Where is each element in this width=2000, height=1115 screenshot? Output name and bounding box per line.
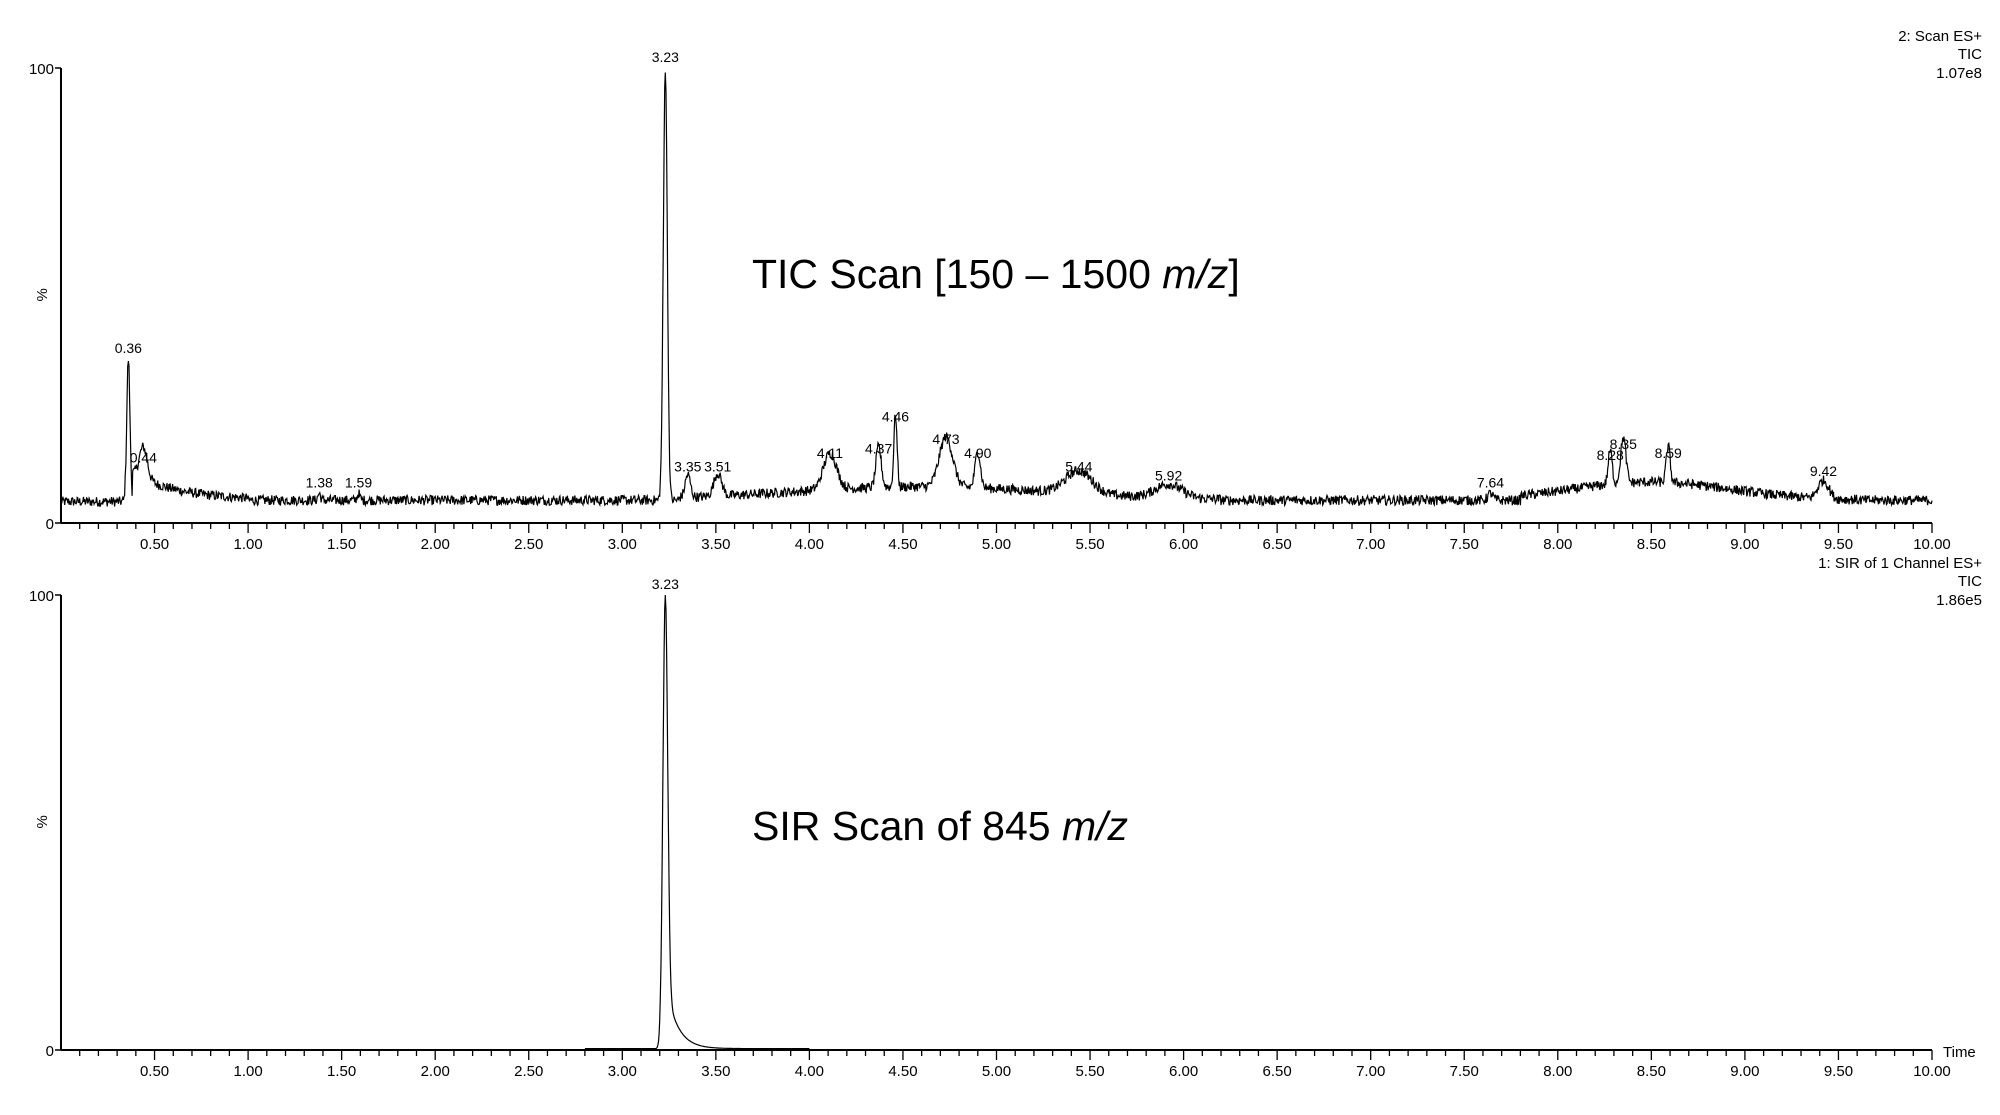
x-tick-label: 5.50	[1075, 536, 1104, 553]
peak-label: 8.28	[1597, 447, 1624, 463]
y-tick-label: 100	[29, 588, 54, 605]
peak-label: 0.44	[130, 449, 157, 465]
x-tick-label: 1.00	[233, 1063, 262, 1080]
panel-header-line-3: 1.07e8	[1936, 65, 1982, 82]
panel-header-line-1: 2: Scan ES+	[1898, 28, 1982, 45]
panel-header-line-3: 1.86e5	[1936, 592, 1982, 609]
x-tick-label: 2.50	[514, 536, 543, 553]
peak-label: 1.59	[345, 474, 372, 490]
x-tick-label: 5.50	[1075, 1063, 1104, 1080]
tic-panel: 2: Scan ES+ TIC 1.07e8 TIC Scan [150 – 1…	[29, 28, 1982, 553]
peak-label: 4.37	[865, 440, 892, 456]
x-tick-label: 8.00	[1543, 536, 1572, 553]
peak-label: 7.64	[1477, 474, 1504, 490]
chromatogram-trace	[60, 72, 1933, 508]
x-tick-label: 1.00	[233, 536, 262, 553]
peak-label: 3.51	[704, 459, 731, 475]
x-tick-label: 7.00	[1356, 1063, 1385, 1080]
x-tick-label: 6.00	[1169, 1063, 1198, 1080]
chromatogram-trace	[584, 594, 810, 1050]
peak-label: 1.38	[306, 474, 333, 490]
x-tick-label: 2.50	[514, 1063, 543, 1080]
peak-label: 9.42	[1810, 463, 1837, 479]
x-tick-label: 9.00	[1730, 536, 1759, 553]
x-tick-label: 4.50	[888, 536, 917, 553]
panel-title: SIR Scan of 845 m/z	[752, 803, 1128, 849]
y-tick-label: 0	[46, 516, 54, 533]
panel-header-line-2: TIC	[1958, 573, 1982, 590]
y-axis-label: %	[34, 288, 51, 301]
x-tick-label: 4.00	[795, 536, 824, 553]
x-tick-label: 2.00	[421, 1063, 450, 1080]
x-tick-label: 0.50	[140, 1063, 169, 1080]
peak-label: 4.90	[964, 445, 991, 461]
x-tick-label: 0.50	[140, 536, 169, 553]
peak-label: 8.59	[1655, 445, 1682, 461]
y-axis-label: %	[34, 815, 51, 828]
y-tick-label: 100	[29, 61, 54, 78]
x-tick-label: 1.50	[327, 1063, 356, 1080]
x-tick-label: 6.00	[1169, 536, 1198, 553]
x-tick-label: 2.00	[421, 536, 450, 553]
x-tick-label: 9.50	[1824, 536, 1853, 553]
x-tick-label: 9.00	[1730, 1063, 1759, 1080]
peak-label: 0.36	[115, 340, 142, 356]
x-tick-label: 10.00	[1913, 1063, 1951, 1080]
peak-label: 4.73	[932, 431, 959, 447]
peak-label: 3.35	[674, 459, 701, 475]
x-tick-label: 7.00	[1356, 536, 1385, 553]
x-tick-label: 5.00	[982, 536, 1011, 553]
peak-label: 8.35	[1610, 436, 1637, 452]
y-tick-label: 0	[46, 1043, 54, 1060]
x-tick-label: 4.00	[795, 1063, 824, 1080]
x-tick-label: 8.50	[1637, 1063, 1666, 1080]
x-tick-label: 7.50	[1450, 536, 1479, 553]
peak-label: 4.11	[817, 445, 843, 461]
x-tick-label: 8.50	[1637, 536, 1666, 553]
peak-label: 3.23	[652, 49, 679, 65]
x-tick-label: 3.50	[701, 536, 730, 553]
peak-label: 4.46	[882, 408, 909, 424]
x-tick-label: 7.50	[1450, 1063, 1479, 1080]
x-tick-label: 10.00	[1913, 536, 1951, 553]
x-tick-label: 3.00	[608, 536, 637, 553]
peak-label: 3.23	[652, 576, 679, 592]
x-tick-label: 1.50	[327, 536, 356, 553]
panel-header-line-1: 1: SIR of 1 Channel ES+	[1818, 555, 1982, 572]
x-axis-label: Time	[1943, 1044, 1976, 1061]
peak-label: 5.44	[1065, 459, 1092, 475]
peak-label: 5.92	[1155, 468, 1182, 484]
panel-header-line-2: TIC	[1958, 46, 1982, 63]
x-tick-label: 6.50	[1263, 1063, 1292, 1080]
panel-title: TIC Scan [150 – 1500 m/z]	[752, 251, 1240, 297]
x-tick-label: 5.00	[982, 1063, 1011, 1080]
x-tick-label: 3.50	[701, 1063, 730, 1080]
x-tick-label: 4.50	[888, 1063, 917, 1080]
x-tick-label: 6.50	[1263, 536, 1292, 553]
x-tick-label: 3.00	[608, 1063, 637, 1080]
sir-panel: 1: SIR of 1 Channel ES+ TIC 1.86e5 SIR S…	[29, 555, 1982, 1080]
x-tick-label: 9.50	[1824, 1063, 1853, 1080]
x-tick-label: 8.00	[1543, 1063, 1572, 1080]
